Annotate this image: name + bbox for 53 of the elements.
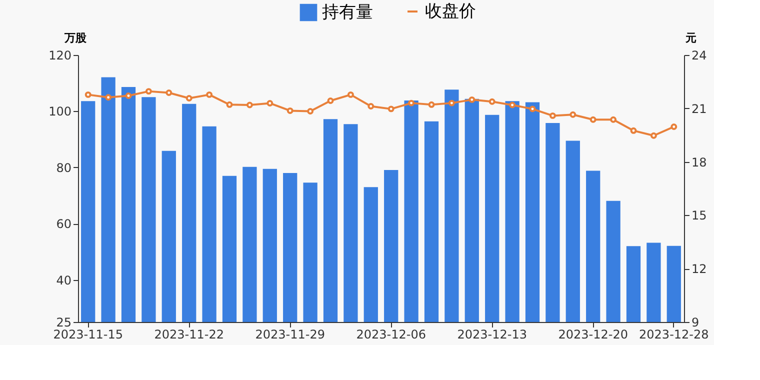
- y2-tick-label: 9: [692, 316, 700, 330]
- point: [388, 106, 394, 112]
- point: [368, 103, 374, 110]
- point: [145, 88, 152, 95]
- point: [590, 116, 596, 123]
- y-tick-label: 25: [56, 316, 72, 330]
- legend-label: 收盘价: [425, 2, 476, 22]
- point: [84, 91, 92, 98]
- y2-tick-label: 21: [692, 102, 707, 116]
- point: [166, 90, 172, 96]
- point: [206, 91, 213, 98]
- y-tick-label: 60: [56, 217, 72, 232]
- legend-label: 持有量: [322, 2, 373, 22]
- point: [630, 127, 637, 134]
- point: [549, 112, 556, 119]
- point: [307, 108, 314, 114]
- point: [286, 107, 294, 114]
- point: [226, 101, 233, 108]
- x-tick-label: 2023-12-20: [558, 328, 628, 342]
- point: [428, 101, 435, 108]
- y-tick-label: 100: [48, 104, 72, 119]
- point: [266, 100, 274, 106]
- y2-axis-title: 元: [684, 32, 696, 44]
- point: [448, 100, 455, 106]
- y2-tick-label: 15: [692, 208, 707, 223]
- point: [570, 111, 576, 118]
- point: [327, 98, 334, 104]
- point: [670, 124, 678, 130]
- y-tick-label: 40: [56, 273, 72, 288]
- y-tick-label: 80: [56, 160, 72, 175]
- point: [186, 95, 192, 102]
- y2-tick-label: 12: [692, 262, 707, 276]
- point: [529, 106, 536, 112]
- point: [488, 98, 496, 105]
- y-tick-label: 120: [48, 48, 72, 62]
- point: [650, 132, 657, 139]
- y2-tick-label: 24: [692, 48, 707, 62]
- point: [246, 102, 253, 108]
- y2-tick-label: 18: [692, 155, 707, 170]
- point: [125, 92, 132, 99]
- x-tick-label: 2023-11-15: [53, 328, 123, 342]
- point: [408, 100, 415, 106]
- point: [509, 102, 516, 108]
- x-tick-label: 2023-11-29: [255, 328, 325, 342]
- point: [610, 116, 617, 123]
- point: [105, 94, 112, 101]
- x-tick-label: 2023-12-06: [356, 328, 426, 342]
- y-axis-title: 万股: [64, 32, 88, 44]
- x-tick-label: 2023-11-22: [154, 328, 224, 342]
- x-tick-label: 2023-12-28: [639, 328, 709, 342]
- point: [347, 91, 354, 98]
- x-tick-label: 2023-12-13: [457, 328, 527, 342]
- point: [468, 96, 476, 103]
